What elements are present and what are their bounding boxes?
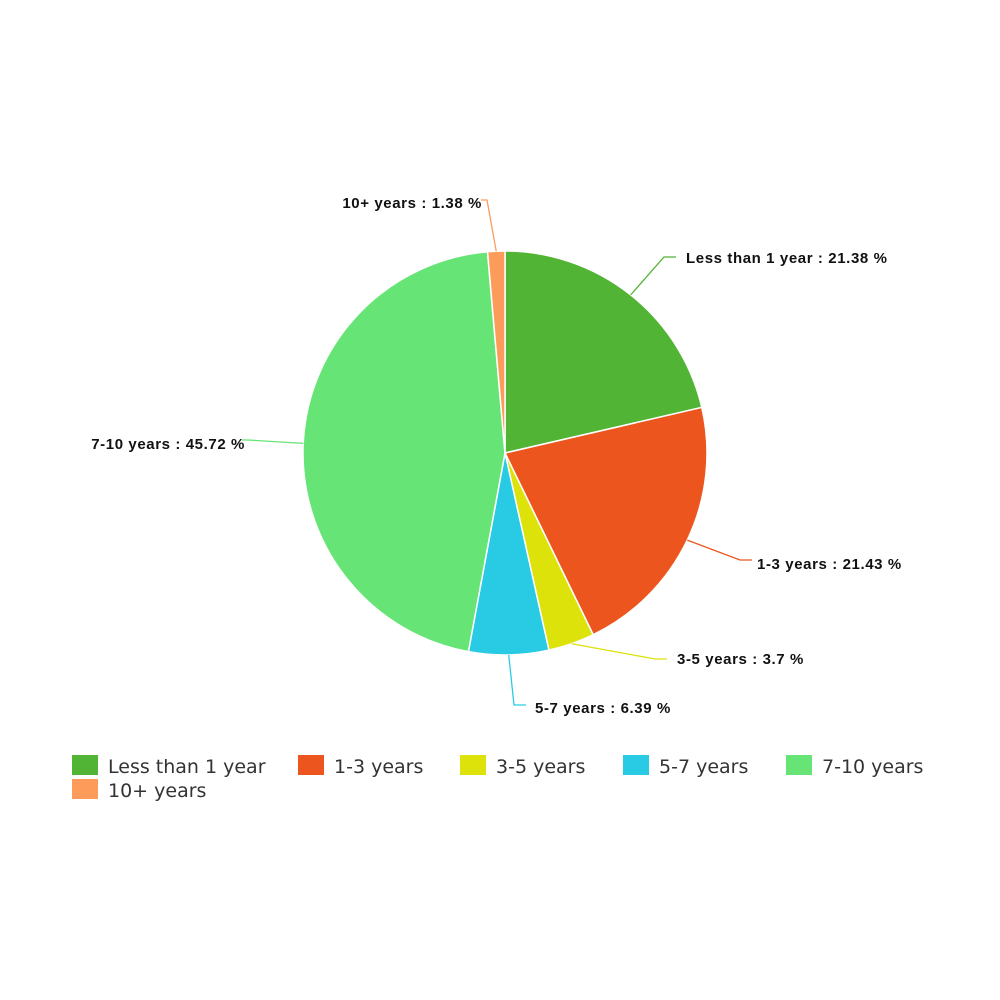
- legend-swatch-3-5-years: [460, 755, 486, 775]
- connector-5-7-years: [508, 654, 526, 706]
- pie-slice-1-3-years[interactable]: [503, 406, 708, 636]
- legend-item-10plus-years[interactable]: 10+ years: [72, 779, 206, 802]
- legend-swatch-5-7-years: [623, 755, 649, 775]
- pie-slice-10plus-years[interactable]: [486, 250, 506, 454]
- legend-label-7-10-years: 7-10 years: [822, 756, 923, 778]
- legend-item-1-3-years[interactable]: 1-3 years: [298, 755, 423, 778]
- connector-less-than-1-year: [630, 256, 676, 296]
- legend-label-less-than-1-year: Less than 1 year: [108, 756, 266, 778]
- slices-layer: [302, 250, 708, 656]
- legend-item-less-than-1-year[interactable]: Less than 1 year: [72, 755, 266, 778]
- legend: Less than 1 year 1-3 years 3-5 years 5-7 ye…: [72, 755, 923, 802]
- data-labels-layer: Less than 1 year : 21.38 % 1-3 years : 21…: [91, 195, 902, 717]
- connector-7-10-years: [242, 439, 304, 445]
- legend-swatch-less-than-1-year: [72, 755, 98, 775]
- data-label-3-5-years: 3-5 years : 3.7 %: [677, 651, 804, 668]
- legend-item-5-7-years[interactable]: 5-7 years: [623, 755, 748, 778]
- connectors-layer: [242, 199, 752, 706]
- legend-label-10plus-years: 10+ years: [108, 780, 206, 802]
- legend-swatch-1-3-years: [298, 755, 324, 775]
- data-label-7-10-years: 7-10 years : 45.72 %: [91, 436, 245, 453]
- data-label-1-3-years: 1-3 years : 21.43 %: [757, 556, 902, 573]
- legend-label-5-7-years: 5-7 years: [659, 756, 748, 778]
- data-label-5-7-years: 5-7 years : 6.39 %: [535, 700, 671, 717]
- data-label-less-than-1-year: Less than 1 year : 21.38 %: [686, 250, 888, 267]
- legend-label-3-5-years: 3-5 years: [496, 756, 585, 778]
- connector-10plus-years: [481, 199, 497, 252]
- legend-item-3-5-years[interactable]: 3-5 years: [460, 755, 585, 778]
- data-label-10plus-years: 10+ years : 1.38 %: [342, 195, 482, 212]
- pie-slice-7-10-years[interactable]: [302, 250, 506, 653]
- legend-item-7-10-years[interactable]: 7-10 years: [786, 755, 923, 778]
- legend-swatch-7-10-years: [786, 755, 812, 775]
- pie-slice-less-than-1-year[interactable]: [504, 250, 703, 454]
- legend-swatch-10plus-years: [72, 779, 98, 799]
- connector-1-3-years: [687, 539, 752, 561]
- connector-3-5-years: [571, 643, 667, 660]
- legend-label-1-3-years: 1-3 years: [334, 756, 423, 778]
